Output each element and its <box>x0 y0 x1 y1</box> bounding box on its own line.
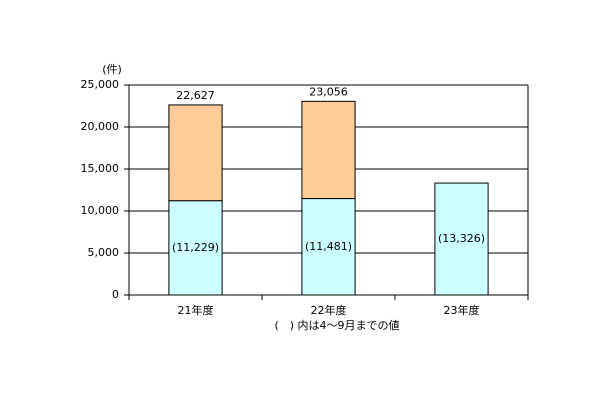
y-tick-label: 20,000 <box>81 120 120 133</box>
value-label: (11,481) <box>305 240 352 253</box>
y-tick-label: 5,000 <box>88 246 120 259</box>
note: ( ) 内は4～9月までの値 <box>274 318 399 332</box>
bar-segment <box>434 182 489 296</box>
total-label: 22,627 <box>176 89 215 102</box>
value-label: (13,326) <box>438 232 485 245</box>
y-tick-label: 10,000 <box>81 204 120 217</box>
y-tick-label: 25,000 <box>81 78 120 91</box>
bar-segment <box>301 100 356 200</box>
y-tick-label: 0 <box>112 288 119 301</box>
value-label: (11,229) <box>172 241 219 254</box>
bar-segment <box>168 104 223 202</box>
total-label: 23,056 <box>309 85 348 98</box>
unit-label: (件) <box>102 63 122 76</box>
x-tick-label: 22年度 <box>311 303 347 317</box>
x-tick-label: 21年度 <box>178 303 214 317</box>
x-tick-label: 23年度 <box>444 303 480 317</box>
y-tick-label: 15,000 <box>81 162 120 175</box>
